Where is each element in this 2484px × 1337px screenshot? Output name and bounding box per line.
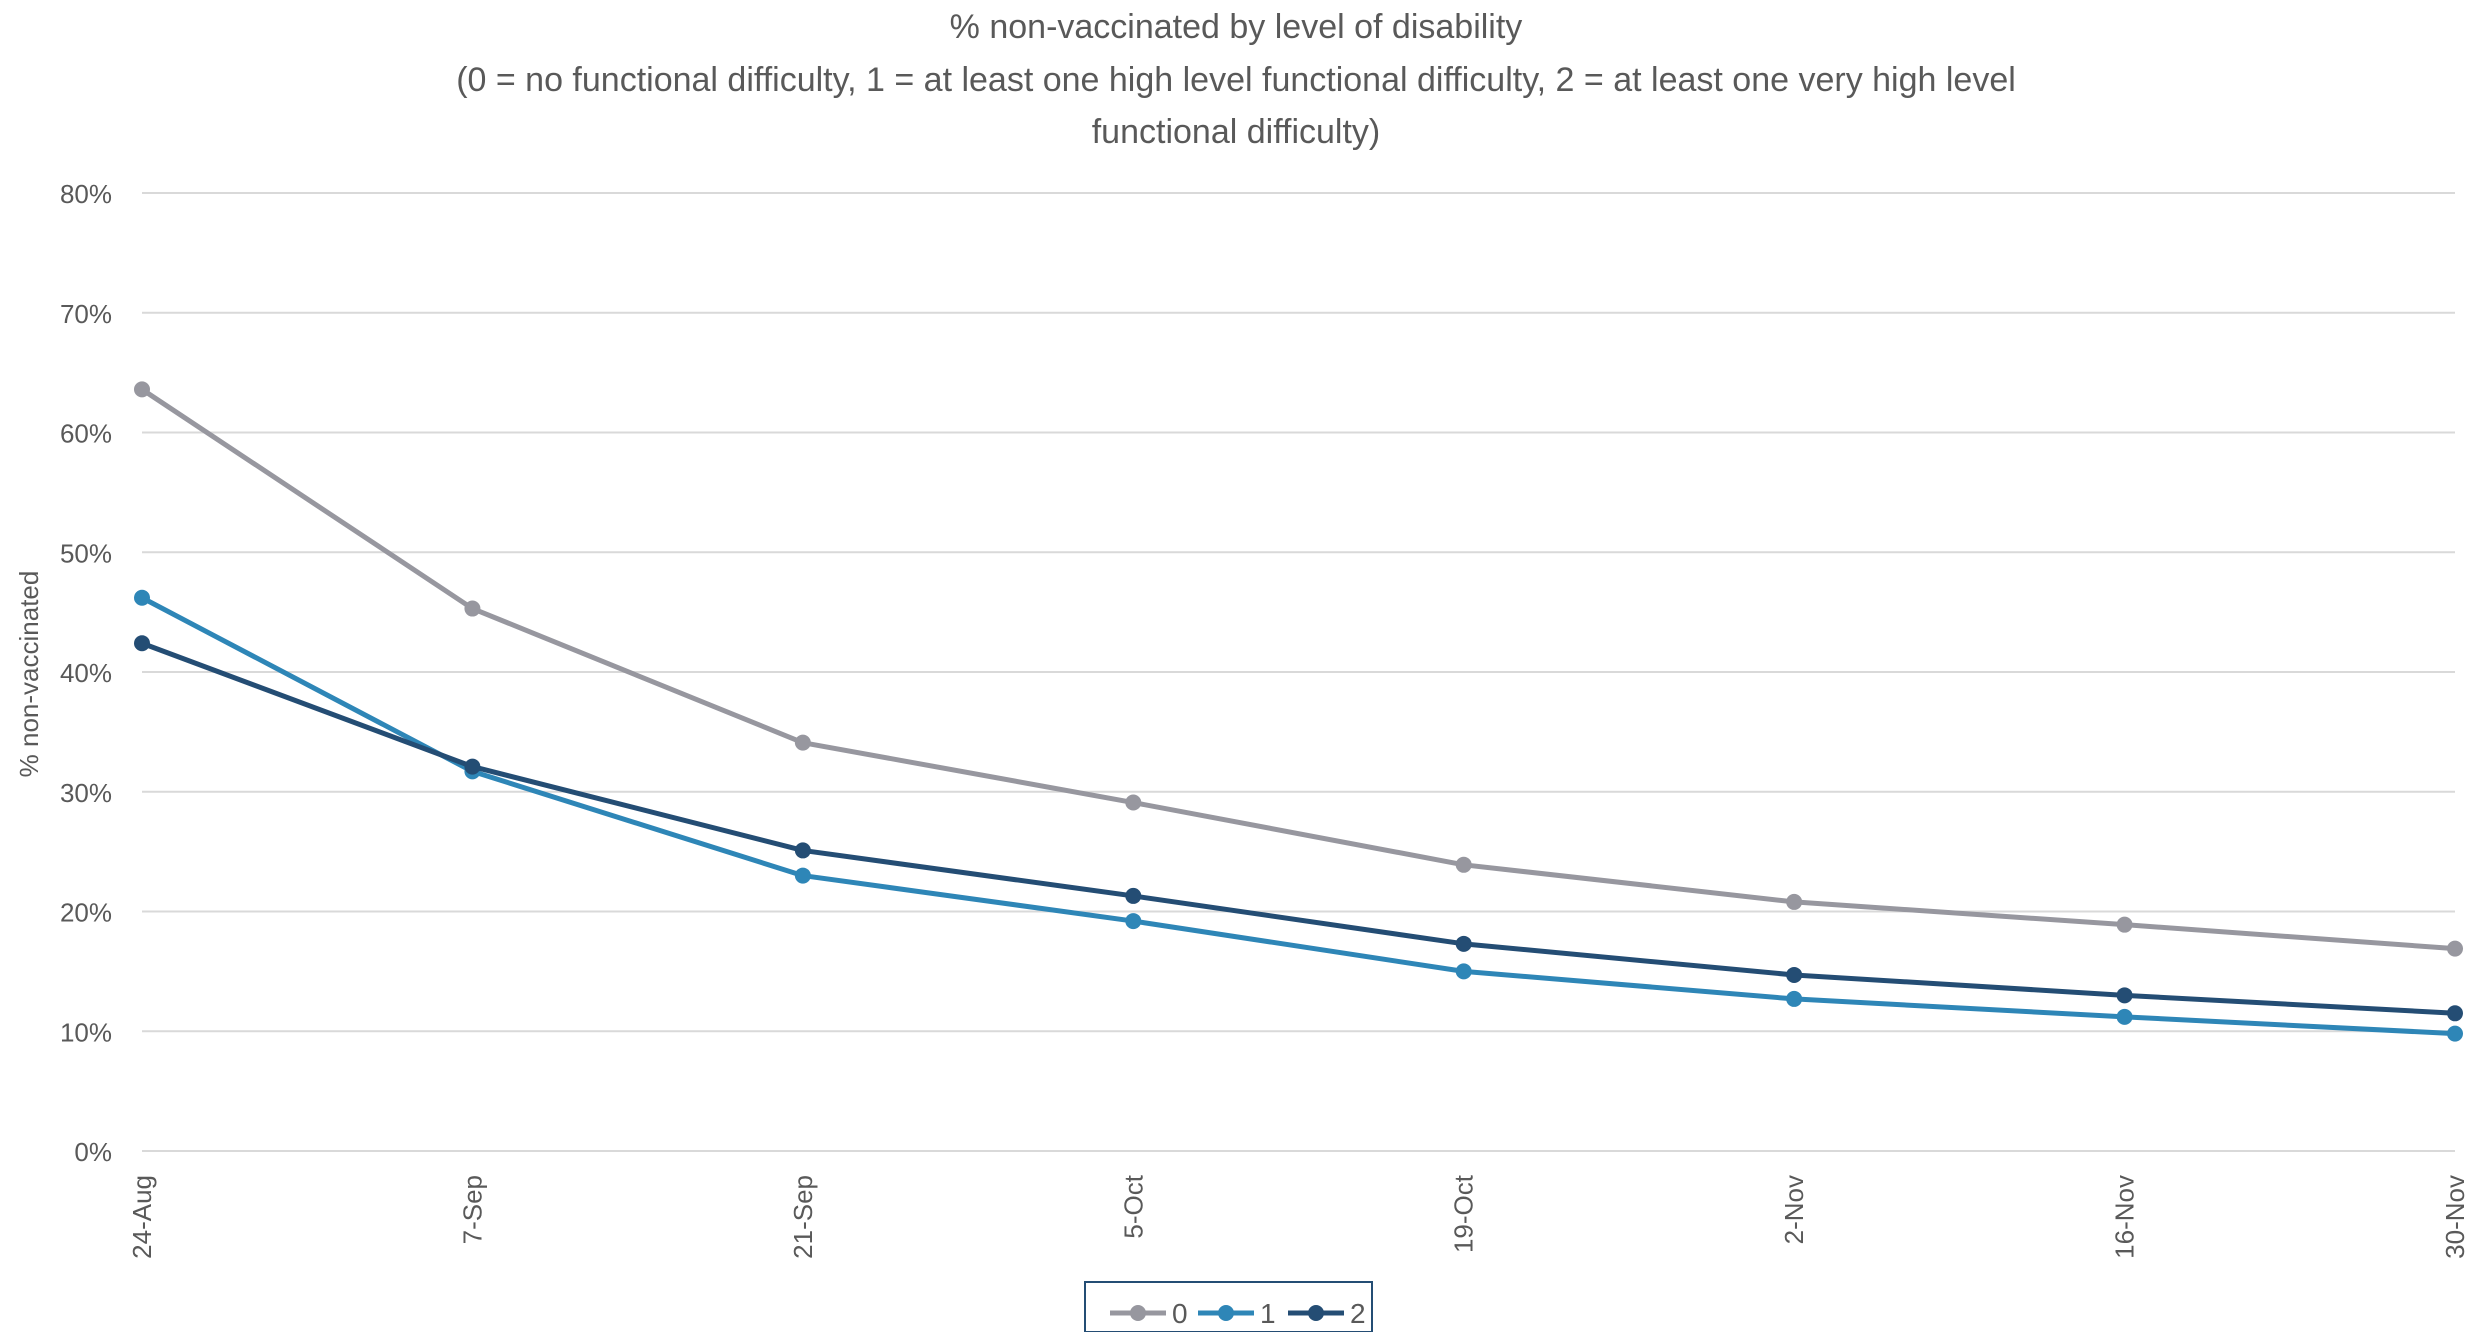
data-point — [464, 600, 481, 617]
data-point — [2447, 1025, 2463, 1042]
y-tick-label: 60% — [60, 419, 112, 449]
series-0 — [134, 381, 2463, 957]
data-point — [134, 381, 150, 398]
series-line — [139, 640, 2458, 1016]
y-tick-label: 30% — [60, 778, 112, 808]
data-point — [1125, 887, 1142, 904]
x-tick-label: 21-Sep — [788, 1175, 818, 1259]
data-point — [1455, 963, 1472, 980]
x-tick-label: 19-Oct — [1449, 1174, 1479, 1253]
x-tick-label: 7-Sep — [457, 1175, 487, 1244]
data-point — [1455, 935, 1472, 952]
legend-items: 0 1 2 — [1110, 1298, 1366, 1329]
legend-item: 0 — [1110, 1298, 1188, 1329]
x-axis-ticks: 24-Aug 7-Sep 21-Sep 5-Oct 19-Oct 2-Nov 16-Nov 3… — [127, 1174, 2470, 1259]
x-tick-label: 2-Nov — [1779, 1175, 1809, 1244]
y-tick-label: 0% — [74, 1137, 112, 1167]
y-axis-ticks: 0% 10% 20% 30% 40% 50% 60% 70% 80% — [60, 179, 112, 1167]
y-axis-title: % non-vaccinated — [14, 571, 44, 778]
x-tick-label: 5-Oct — [1118, 1174, 1148, 1238]
series-lines — [134, 381, 2463, 1042]
legend-label: 0 — [1172, 1298, 1188, 1329]
legend-marker — [1218, 1305, 1234, 1321]
legend: 0 1 2 — [1084, 1281, 1373, 1333]
data-point — [1125, 913, 1142, 930]
legend-label: 1 — [1260, 1298, 1276, 1329]
series-2 — [134, 635, 2463, 1022]
data-point — [794, 842, 811, 859]
x-tick-label: 16-Nov — [2110, 1175, 2140, 1259]
data-point — [134, 589, 150, 606]
data-point — [2447, 1005, 2463, 1022]
y-tick-label: 40% — [60, 658, 112, 688]
data-point — [2116, 1008, 2133, 1025]
legend-label: 2 — [1350, 1298, 1366, 1329]
data-point — [464, 758, 481, 775]
data-point — [1786, 990, 1803, 1007]
legend-marker — [1130, 1305, 1146, 1321]
data-point — [1455, 856, 1472, 873]
x-tick-label: 24-Aug — [127, 1175, 157, 1259]
data-point — [794, 734, 811, 751]
y-tick-label: 50% — [60, 538, 112, 568]
x-tick-label: 30-Nov — [2440, 1175, 2470, 1259]
data-point — [134, 635, 150, 652]
data-point — [794, 867, 811, 884]
y-tick-label: 80% — [60, 179, 112, 209]
series-line — [139, 386, 2458, 952]
gridlines — [142, 192, 2455, 1152]
y-tick-label: 70% — [60, 299, 112, 329]
data-point — [2447, 940, 2463, 957]
data-point — [2116, 916, 2133, 933]
chart-subtitle-line-1: (0 = no functional difficulty, 1 = at le… — [456, 61, 2016, 99]
data-point — [1125, 794, 1142, 811]
legend-item: 1 — [1198, 1298, 1276, 1329]
data-point — [1786, 893, 1803, 910]
legend-item: 2 — [1288, 1298, 1366, 1329]
series-line — [139, 595, 2458, 1037]
legend-marker — [1308, 1305, 1324, 1321]
y-tick-label: 20% — [60, 898, 112, 928]
data-point — [1786, 966, 1803, 983]
data-point — [2116, 987, 2133, 1004]
chart-subtitle-line-2: functional difficulty) — [1092, 113, 1381, 151]
y-tick-label: 10% — [60, 1017, 112, 1047]
chart-title: % non-vaccinated by level of disability — [950, 8, 1523, 46]
